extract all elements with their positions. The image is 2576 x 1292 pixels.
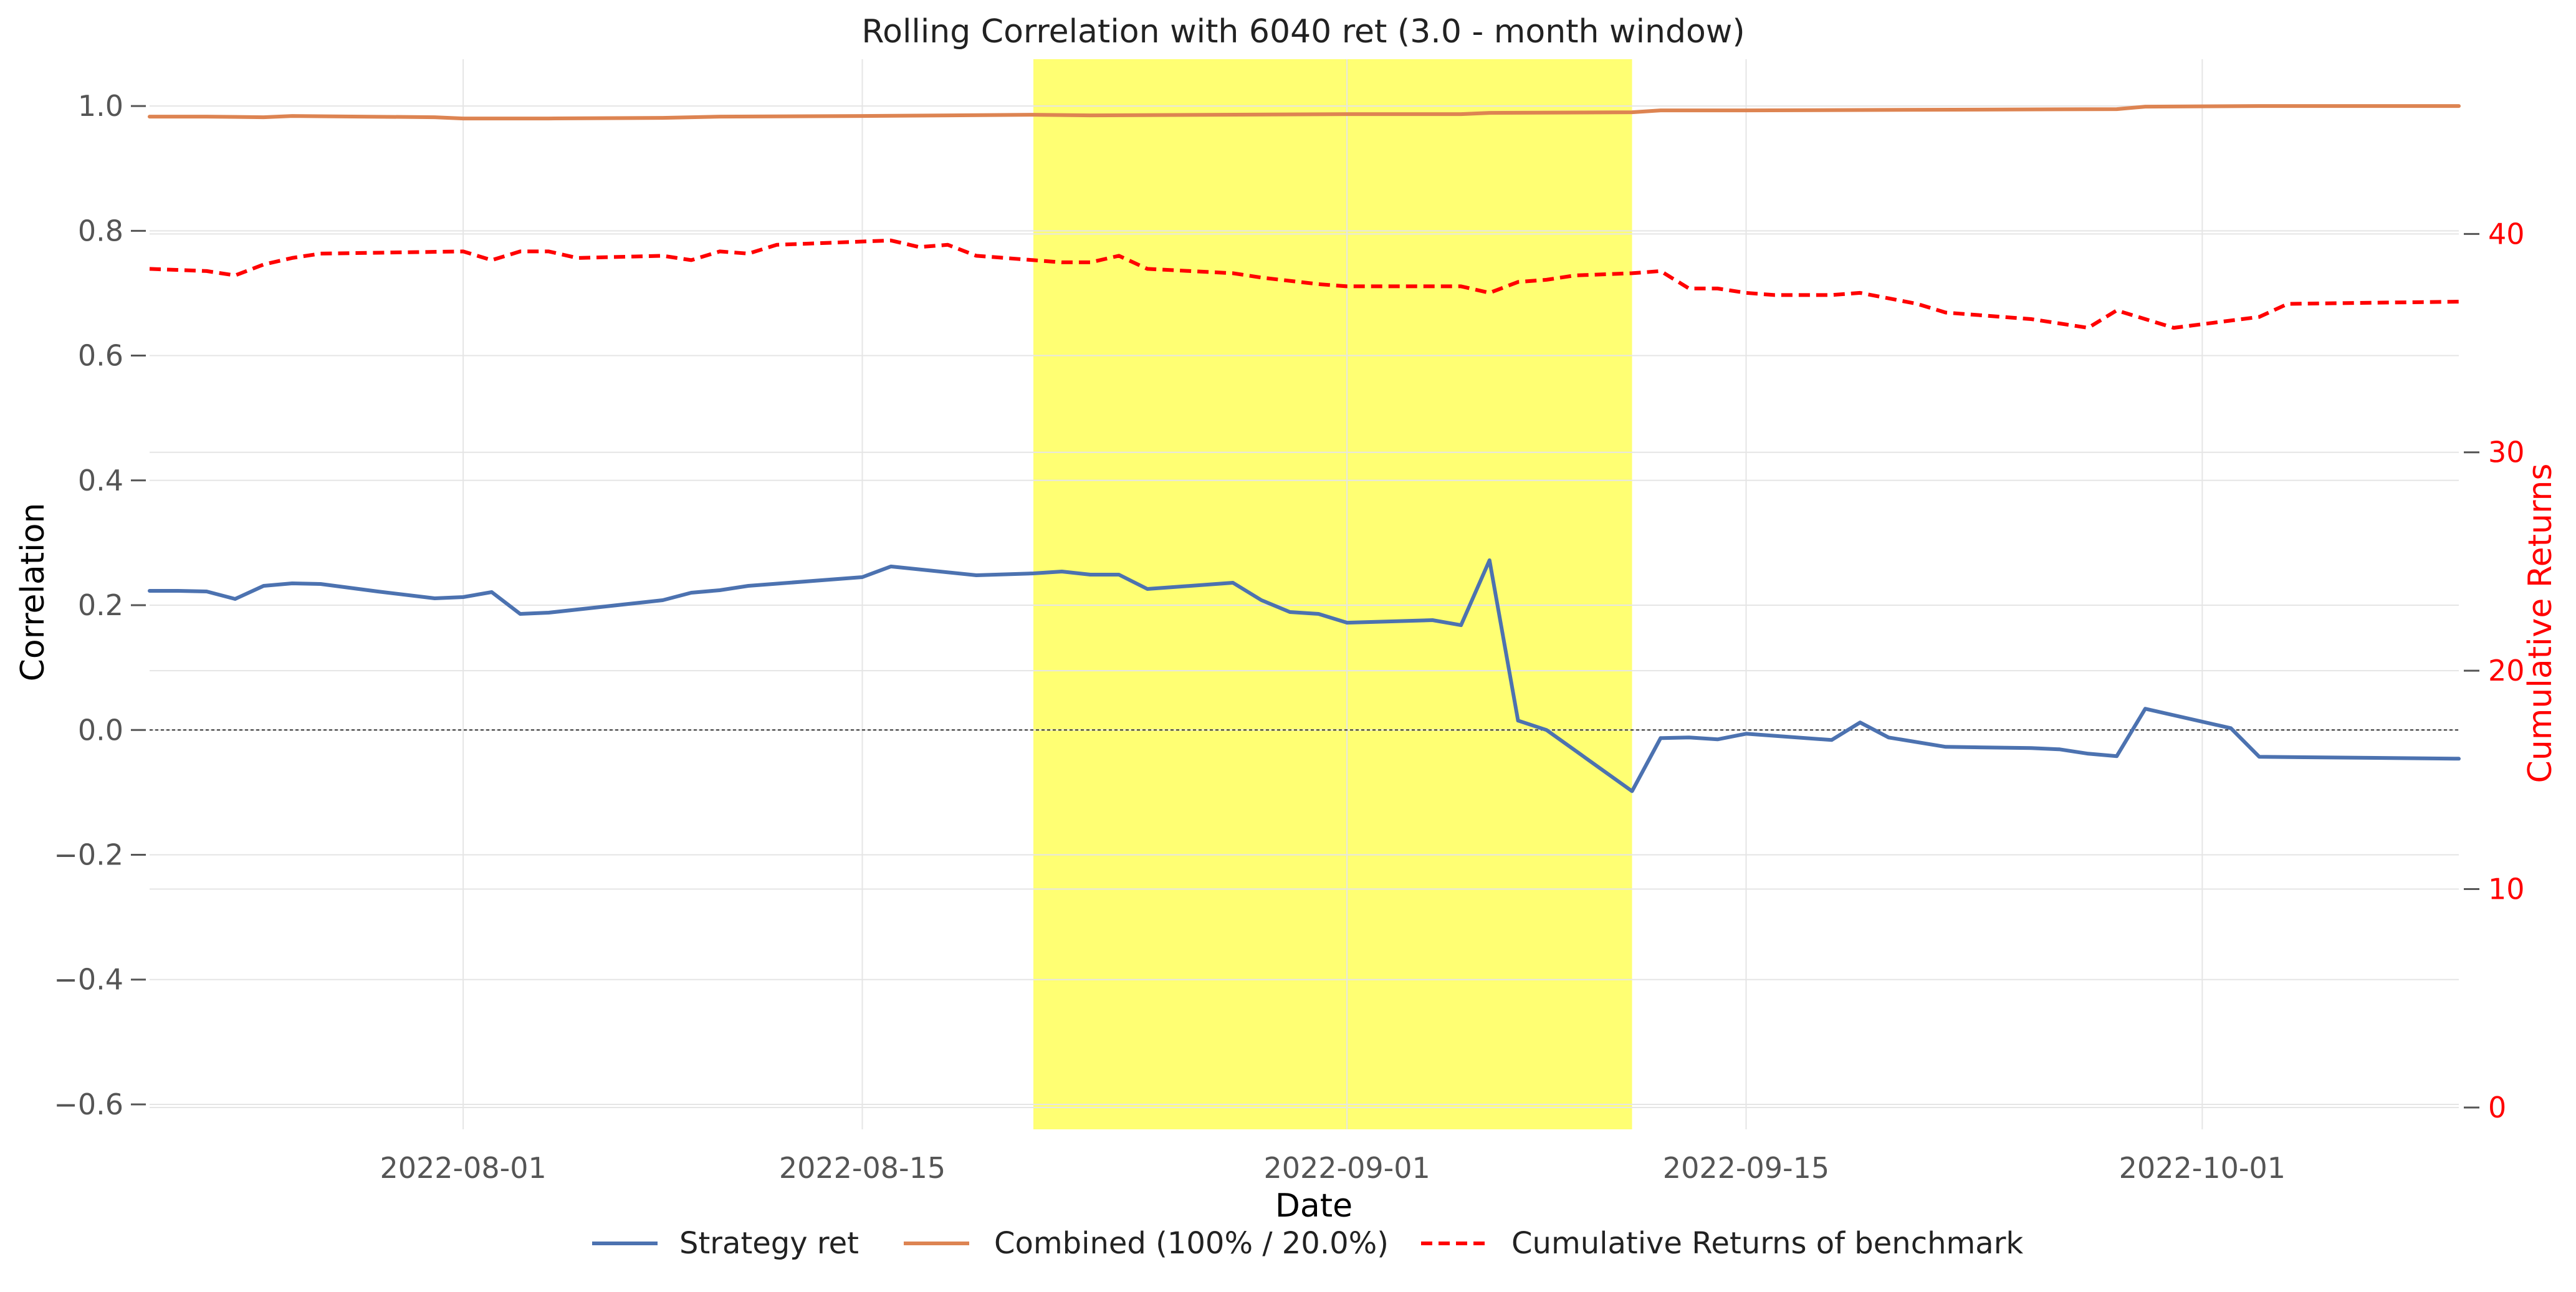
y-right-tick-label: 0 [2488,1091,2506,1124]
y-tick-label: 0.0 [78,713,123,747]
ticks-layer: 2022-08-01 2022-08-15 2022-09-01 2022-09-15… [54,89,2524,1185]
y-tick-label: 0.6 [78,339,123,373]
legend-item-cumulative-returns: Cumulative Returns of benchmark [1421,1226,2023,1261]
y-tick-label: 0.4 [78,464,123,497]
y-tick-label: −0.6 [54,1088,123,1121]
x-tick-label: 2022-08-15 [779,1151,946,1185]
series-line-cumulative-returns-of-benchmark [149,238,2459,330]
x-tick-label: 2022-09-01 [1263,1151,1430,1185]
y-tick-label: −0.4 [54,963,123,997]
x-tick-label: 2022-08-01 [380,1151,546,1185]
y-right-tick-label: 10 [2488,873,2525,906]
series-layer [148,104,2461,793]
y-axis-title: Correlation [14,503,52,682]
legend-item-combined: Combined (100% / 20.0%) [904,1226,1389,1261]
legend-label-strategy-ret: Strategy ret [679,1226,859,1261]
legend-label-cumulative-returns: Cumulative Returns of benchmark [1511,1226,2023,1261]
y-tick-label: −0.2 [54,838,123,871]
chart-legend: Strategy ret Combined (100% / 20.0%) Cum… [592,1226,2023,1261]
legend-item-strategy-ret: Strategy ret [592,1226,859,1261]
grid-layer [150,59,2459,1129]
y-tick-label: 0.8 [78,214,123,247]
legend-label-combined: Combined (100% / 20.0%) [994,1226,1389,1261]
y-right-tick-label: 30 [2488,436,2525,469]
highlight-region [1033,59,1632,1129]
x-tick-label: 2022-09-15 [1663,1151,1829,1185]
highlight-region-layer [1033,59,1632,1129]
y-right-tick-label: 40 [2488,217,2525,251]
y-axis-title-right: Cumulative Returns [2522,464,2559,783]
chart-title: Rolling Correlation with 6040 ret (3.0 -… [861,13,1745,50]
x-tick-label: 2022-10-01 [2119,1151,2286,1185]
y-right-tick-label: 20 [2488,654,2525,687]
series-line-strategy-ret [148,558,2461,793]
x-axis-title: Date [1275,1187,1353,1225]
series-line-combined-100-20-0 [148,104,2461,121]
y-tick-label: 1.0 [78,89,123,123]
y-tick-label: 0.2 [78,588,123,622]
